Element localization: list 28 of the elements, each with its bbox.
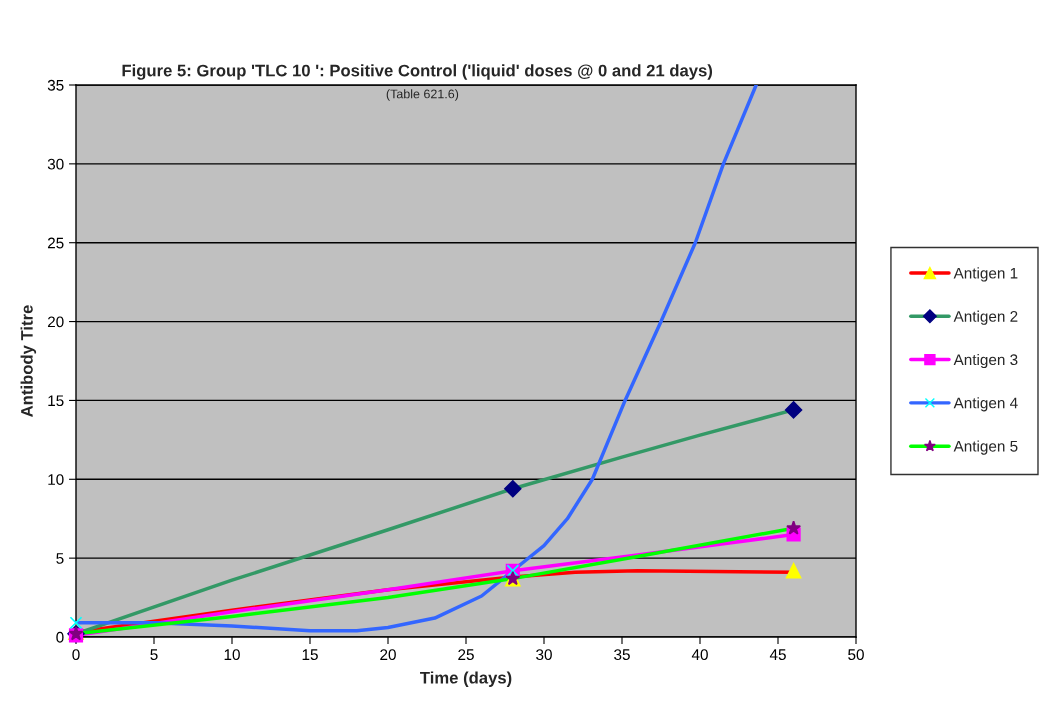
- x-tick-label: 20: [380, 649, 396, 661]
- y-tick-label: 30: [47, 158, 64, 170]
- y-axis-title: Antibody Titre: [20, 305, 37, 417]
- y-tick-label: 10: [48, 474, 64, 485]
- x-axis-title: Time (days): [420, 671, 512, 687]
- legend-label: Antigen 3: [953, 353, 1018, 369]
- x-tick-label: 50: [848, 649, 864, 661]
- y-tick-label: 15: [48, 395, 64, 407]
- x-tick-label: 0: [72, 649, 80, 661]
- legend-label: Antigen 2: [953, 310, 1018, 325]
- y-tick-label: 25: [47, 237, 64, 249]
- x-tick-label: 15: [302, 649, 318, 661]
- y-tick-label: 20: [47, 316, 64, 328]
- chart-subtitle: (Table 621.6): [386, 89, 459, 101]
- x-tick-label: 10: [224, 649, 240, 661]
- x-tick-label: 5: [150, 649, 158, 661]
- x-tick-label: 25: [458, 649, 474, 661]
- x-tick-label: 35: [614, 649, 630, 661]
- y-tick-label: 0: [56, 631, 64, 643]
- x-tick-label: 45: [769, 649, 786, 661]
- legend-label: Antigen 4: [953, 397, 1018, 412]
- x-tick-label: 40: [691, 649, 708, 661]
- y-tick-label: 5: [56, 553, 64, 564]
- legend-label: Antigen 1: [953, 267, 1018, 282]
- legend-label: Antigen 5: [953, 440, 1018, 455]
- chart-title: Figure 5: Group 'TLC 10 ': Positive Control ('liquid' doses @ 0 and 21 days): [122, 64, 713, 80]
- y-tick-label: 35: [47, 79, 64, 91]
- x-tick-label: 30: [536, 649, 552, 661]
